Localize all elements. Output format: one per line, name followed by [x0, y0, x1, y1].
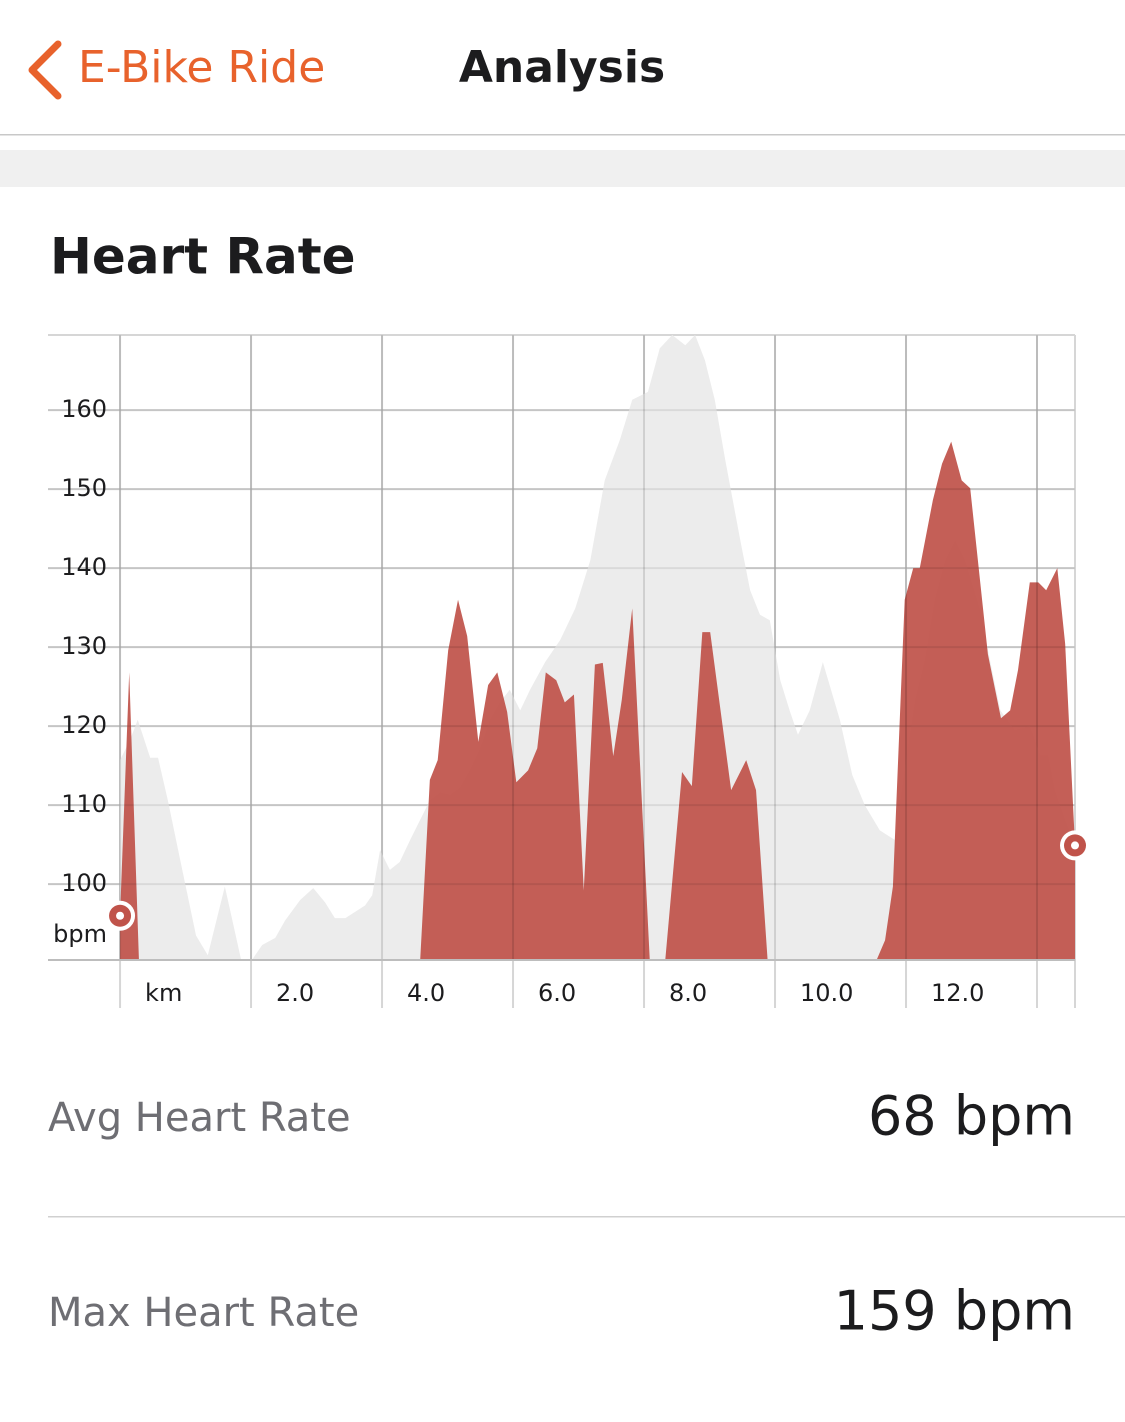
x-tick-label: km [145, 979, 182, 1007]
x-tick-label: 6.0 [538, 979, 576, 1007]
divider [48, 1216, 1125, 1218]
y-tick-label: 100 [61, 869, 107, 897]
marker-dot [116, 911, 125, 920]
stat-label: Avg Heart Rate [48, 1095, 351, 1141]
x-tick-label: 4.0 [407, 979, 445, 1007]
section-gap [0, 150, 1125, 187]
stat-value: 159 bpm [834, 1280, 1075, 1343]
divider [0, 134, 1125, 136]
nav-title: Analysis [459, 42, 665, 93]
back-chevron[interactable] [28, 40, 62, 100]
chart: 100 110 120 130 140 150 160 bpm km 2.0 4.0 6.0 8.0 10… [48, 334, 1090, 1008]
stat-value: 68 bpm [868, 1085, 1075, 1148]
area [120, 335, 1075, 960]
x-tick-label: 12.0 [931, 979, 984, 1007]
y-tick-label: 150 [61, 474, 107, 502]
range-marker [1060, 830, 1090, 861]
x-tick-label: 8.0 [669, 979, 707, 1007]
back-button[interactable]: E-Bike Ride [78, 42, 325, 93]
y-axis-label: bpm [53, 920, 107, 948]
area [120, 441, 1075, 960]
marker-dot [1071, 841, 1079, 850]
x-tick-label: 2.0 [276, 979, 314, 1007]
range-marker [105, 900, 136, 931]
x-tick-label: 10.0 [800, 979, 853, 1007]
y-tick-label: 160 [61, 395, 107, 423]
y-tick-label: 120 [61, 711, 107, 739]
y-tick-label: 140 [61, 553, 107, 581]
stat-label: Max Heart Rate [48, 1290, 359, 1336]
y-tick-label: 130 [61, 632, 107, 660]
plot-area [120, 335, 1075, 960]
y-tick-label: 110 [61, 790, 107, 818]
section-title: Heart Rate [50, 228, 356, 286]
